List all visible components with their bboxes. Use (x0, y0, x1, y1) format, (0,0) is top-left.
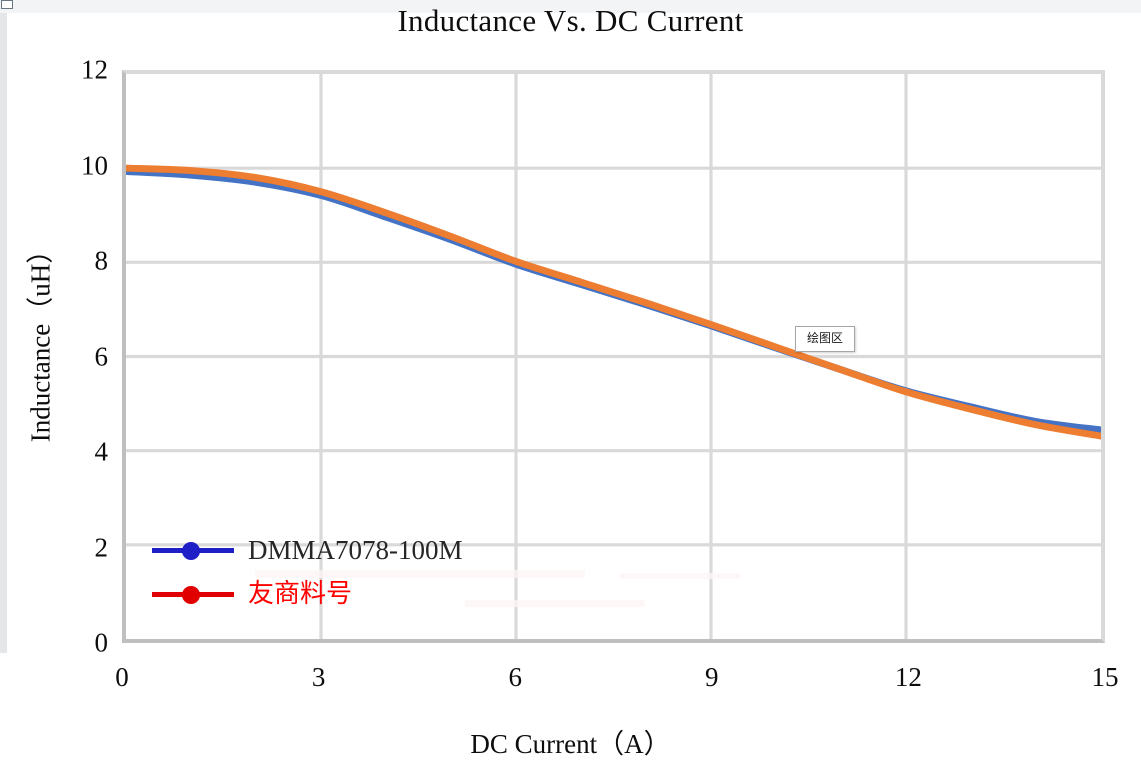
legend-item[interactable]: 友商料号 (152, 572, 552, 616)
y-axis-tick-label: 2 (94, 532, 109, 562)
y-axis-tick-label: 4 (94, 436, 109, 467)
y-axis-tick-labels[interactable]: 0 2 4 6 8 10 12 (0, 0, 108, 780)
y-axis-tick-label: 10 (81, 150, 108, 180)
y-axis-tick-label: 8 (94, 245, 109, 276)
page-title[interactable]: Inductance Vs. DC Current (397, 3, 744, 38)
series-line[interactable] (126, 164, 1101, 440)
y-axis-title[interactable]: Inductance（uH） (25, 236, 56, 443)
legend-item[interactable]: DMMA7078-100M (152, 528, 552, 572)
x-axis-tick-label: 0 (115, 662, 129, 692)
y-axis-tick-label: 0 (94, 627, 109, 658)
legend-marker-icon (152, 539, 234, 561)
y-axis-tick-label: 12 (81, 54, 108, 85)
x-axis-tick-label: 6 (508, 662, 522, 692)
chart-object-frame-top (0, 0, 1141, 13)
series-lines[interactable] (126, 74, 1101, 639)
chart-resize-handle[interactable] (1, 0, 13, 9)
x-axis-tick-label: 3 (311, 662, 326, 692)
legend-marker-icon (152, 583, 234, 605)
legend-item-label: 友商料号 (248, 579, 353, 609)
plot-area-tooltip: 绘图区 (795, 326, 856, 353)
x-axis-tick-label: 15 (1091, 662, 1119, 692)
legend-key-dot-icon (182, 542, 200, 560)
x-axis-title[interactable]: DC Current（A） (470, 729, 671, 759)
legend-item-label: DMMA7078-100M (248, 534, 463, 565)
legend-key-dot-icon (182, 586, 200, 604)
x-axis-tick-label: 9 (705, 662, 719, 692)
chart-object-frame-left (0, 13, 7, 653)
y-axis-tick-label: 6 (94, 341, 109, 371)
gridlines (126, 74, 1101, 639)
x-axis-tick-label: 12 (894, 662, 922, 692)
plot-inner (126, 74, 1101, 639)
plot-area[interactable] (122, 70, 1105, 643)
chart-legend[interactable]: DMMA7078-100M 友商料号 (152, 528, 552, 616)
